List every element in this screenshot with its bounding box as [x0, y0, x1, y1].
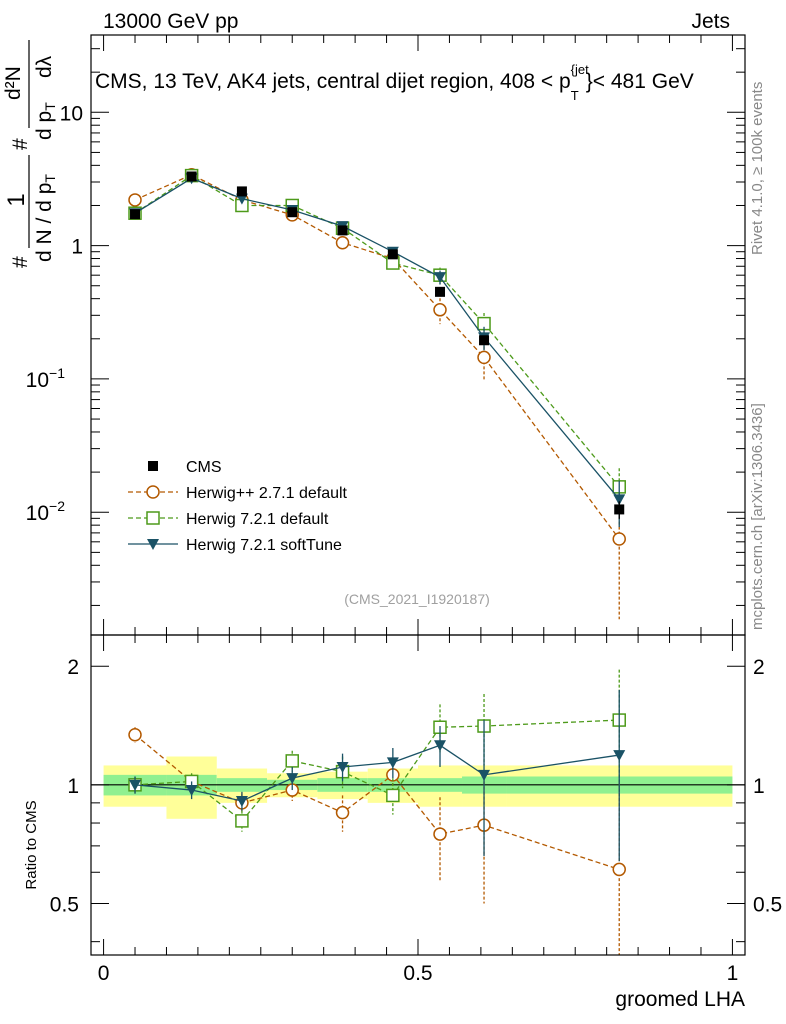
axis-tick-labels: 0 0.5 1 10 1 10−1 10−2 2 2 1 1 0.5 0.5 [26, 102, 783, 985]
main-point-cms [337, 225, 348, 236]
ratio-point-hpp [612, 862, 626, 877]
header-left: 13000 GeV pp [103, 10, 238, 33]
main-y-tick-label: 10−1 [26, 365, 66, 392]
ratio-point-hpp [433, 827, 447, 841]
main-point-hpp [128, 193, 142, 207]
legend-item-hpp: Herwig++ 2.7.1 default [128, 485, 348, 502]
main-point-h7s [613, 494, 626, 506]
ratio-y-tick-label: 0.5 [50, 893, 79, 916]
main-point-hpp [477, 350, 491, 365]
rivet-version: Rivet 4.1.0, ≥ 100k events [749, 82, 766, 255]
plot-title-main: CMS, 13 TeV, AK4 jets, central dijet reg… [95, 70, 571, 93]
legend-marker-h7s [147, 539, 159, 550]
legend-label-h7d: Herwig 7.2.1 default [186, 511, 329, 528]
ylabel-one: 1 [3, 193, 30, 206]
x-tick-label: 0.5 [403, 962, 432, 985]
ratio-point-h7s [185, 785, 198, 797]
svg-text:#: # [9, 256, 32, 268]
ratio-point-hpp [335, 805, 350, 820]
svg-text:d N / d pT: d N / d pT [33, 174, 58, 262]
legend-marker-h7d [146, 511, 160, 525]
ratio-y-tick-label-right: 0.5 [753, 893, 782, 916]
ylabel-hash-mid: # [9, 138, 32, 150]
ratio-point-h7d [235, 814, 249, 828]
ylabel-dn: d N / d p [33, 183, 56, 262]
legend-label-h7s: Herwig 7.2.1 softTune [186, 537, 342, 554]
x-tick-label: 0 [98, 962, 110, 985]
main-line-h7s [134, 177, 620, 500]
ratio-point-hpp [128, 727, 142, 742]
ylabel-dlambda: dλ [33, 55, 56, 78]
ratio-y-tick-label-right: 2 [753, 656, 765, 679]
ylabel-dn-sub: T [42, 174, 58, 183]
legend-item-cms: CMS [148, 459, 222, 476]
main-point-hpp [612, 532, 626, 546]
svg-text:d pT: d pT [33, 102, 58, 140]
main-point-cms [186, 171, 197, 182]
main-point-cms [387, 249, 398, 260]
main-point-cms [236, 186, 247, 197]
legend-item-h7s: Herwig 7.2.1 softTune [128, 537, 342, 554]
legend: CMS Herwig++ 2.7.1 default Herwig 7.2.1 de… [128, 459, 348, 554]
main-point-cms [435, 286, 446, 297]
ratio-point-h7s [386, 757, 399, 769]
ylabel-d2n: d²N [2, 66, 25, 100]
main-point-hpp [335, 236, 350, 250]
main-y-tick-label: 1 [71, 236, 83, 259]
main-point-h7s [434, 272, 447, 284]
legend-marker-cms [148, 461, 158, 471]
ratio-point-h7s [478, 769, 491, 781]
plot-title: CMS, 13 TeV, AK4 jets, central dijet reg… [95, 62, 694, 103]
ylabel-dpt: d p [33, 111, 56, 140]
main-panel-series [128, 168, 626, 620]
main-point-cms [287, 207, 298, 218]
ratio-series-h7s [129, 690, 626, 862]
ratio-panel-series [128, 669, 626, 955]
main-point-cms [614, 504, 625, 515]
ratio-point-h7s [613, 750, 626, 762]
main-point-hpp [433, 303, 447, 317]
main-y-tick-label: 10−2 [26, 498, 66, 525]
plot-title-tail: }< 481 GeV [586, 70, 694, 93]
ylabel-hash-left: # [9, 256, 32, 268]
ratio-point-h7s [286, 773, 299, 785]
ratio-y-label: Ratio to CMS [23, 800, 40, 889]
x-tick-label: 1 [727, 962, 739, 985]
plot-title-sup: {jet [571, 62, 589, 77]
ratio-point-h7s [235, 795, 248, 807]
legend-item-h7d: Herwig 7.2.1 default [128, 511, 329, 528]
ratio-point-h7d [285, 754, 299, 768]
main-series-cms [130, 171, 625, 519]
ratio-y-tick-label-right: 1 [753, 775, 765, 798]
analysis-id: (CMS_2021_I1920187) [344, 591, 490, 607]
main-point-cms [130, 209, 141, 220]
ratio-point-h7s [434, 740, 447, 752]
mcplots-source: mcplots.cern.ch [arXiv:1306.3436] [749, 403, 766, 630]
ratio-y-tick-label: 1 [67, 775, 79, 798]
ylabel-dpt-sub: T [42, 102, 58, 111]
x-axis-label: groomed LHA [615, 988, 745, 1011]
ratio-point-h7s [129, 779, 142, 791]
plot-title-sub: T [571, 88, 579, 103]
axis-ticks [91, 35, 745, 955]
ratio-point-h7s [336, 761, 349, 773]
legend-label-cms: CMS [186, 459, 222, 476]
main-y-tick-label: 10 [60, 102, 83, 125]
main-y-label: # 1 d N / d pT # d²N d pT dλ [2, 40, 58, 268]
legend-label-hpp: Herwig++ 2.7.1 default [186, 485, 348, 502]
legend-marker-hpp [146, 485, 160, 499]
ratio-point-h7d [386, 788, 400, 803]
header-right: Jets [691, 10, 730, 33]
main-point-cms [479, 335, 490, 346]
ratio-y-tick-label: 2 [67, 656, 79, 679]
main-line-h7d [134, 174, 620, 488]
